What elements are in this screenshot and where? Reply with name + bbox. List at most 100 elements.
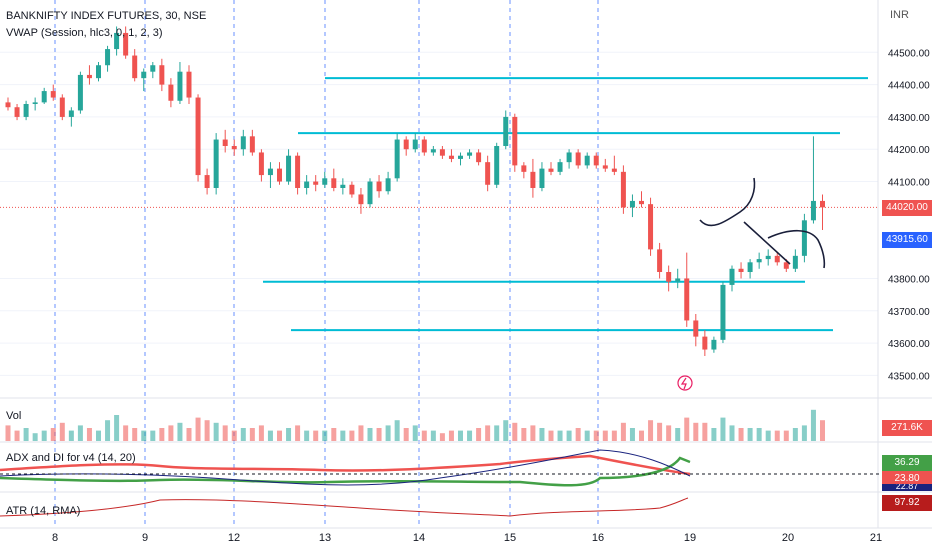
time-axis-label: 21	[870, 532, 882, 544]
candle-body	[159, 65, 165, 85]
candle-body	[584, 155, 590, 166]
volume-bar	[548, 430, 554, 441]
candle-body	[448, 155, 454, 159]
price-tick-label: 43500.00	[888, 371, 930, 382]
candle-body	[575, 152, 581, 166]
volume-bar	[50, 428, 56, 441]
volume-bar	[204, 420, 210, 441]
candle-body	[258, 152, 264, 176]
volume-bar	[530, 425, 536, 441]
volume-bar	[765, 430, 771, 441]
volume-bar	[711, 428, 717, 441]
candle-body	[340, 184, 346, 188]
candle-body	[593, 155, 599, 166]
candle-body	[467, 152, 473, 156]
candle-body	[485, 162, 491, 185]
price-tick-label: 44200.00	[888, 145, 930, 156]
volume-bar	[494, 425, 500, 441]
volume-bar	[231, 430, 237, 441]
candle-body	[548, 168, 554, 172]
candle-body	[801, 220, 807, 256]
candle-body	[810, 200, 816, 221]
candle-body	[313, 181, 319, 185]
volume-bar	[5, 425, 11, 441]
candle-body	[820, 200, 825, 208]
candle-body	[358, 194, 364, 205]
adx-value-bottom-tag: 23.80	[882, 471, 932, 487]
volume-bar	[693, 422, 699, 441]
adx-value-top-tag: 36.29	[882, 455, 932, 471]
volume-bar	[729, 425, 735, 441]
volume-bar	[801, 425, 807, 441]
volume-bar	[602, 430, 608, 441]
candle-body	[96, 65, 101, 79]
candle-body	[394, 139, 400, 179]
candle-body	[530, 171, 536, 188]
candle-body	[177, 71, 183, 101]
price-tick-label: 44400.00	[888, 81, 930, 92]
volume-pane-label: Vol	[6, 410, 22, 422]
candle-body	[702, 336, 708, 350]
candle-body	[322, 178, 328, 185]
volume-bar	[629, 428, 635, 441]
volume-bar	[376, 428, 382, 441]
price-tick-label: 43800.00	[888, 274, 930, 285]
candle-body	[494, 146, 500, 185]
candle-body	[611, 168, 617, 172]
volume-bar	[267, 430, 273, 441]
volume-bar	[59, 422, 65, 441]
volume-bar	[68, 430, 74, 441]
atr-pane-label[interactable]: ATR (14, RMA)	[6, 505, 81, 517]
candle-body	[738, 268, 744, 272]
volume-bar	[539, 428, 545, 441]
volume-bar	[756, 428, 762, 441]
candle-body	[150, 65, 156, 72]
volume-bar	[439, 433, 445, 441]
adx-di-minus-line	[0, 456, 691, 487]
candle-body	[602, 165, 608, 169]
volume-bar	[286, 428, 292, 441]
candle-body	[41, 91, 47, 103]
candle-body	[539, 168, 545, 188]
volume-bar	[467, 430, 473, 441]
candle-body	[566, 152, 572, 163]
volume-bar	[430, 430, 436, 441]
candle-body	[277, 168, 282, 182]
time-axis-label: 12	[228, 532, 240, 544]
volume-bar	[747, 428, 753, 441]
volume-bar	[566, 430, 572, 441]
volume-bar	[123, 425, 129, 441]
volume-bar	[159, 428, 165, 441]
volume-bar	[240, 428, 246, 441]
candle-body	[50, 91, 56, 98]
volume-bar	[783, 430, 789, 441]
lightning-icon	[680, 377, 687, 390]
volume-bar	[403, 428, 409, 441]
volume-bar	[458, 430, 463, 441]
freehand-drawing	[767, 229, 826, 269]
candle-body	[77, 74, 83, 111]
volume-bar	[258, 425, 264, 441]
time-axis-label: 9	[142, 532, 148, 544]
volume-bar	[186, 428, 192, 441]
volume-bar	[41, 430, 47, 441]
price-tick-label: 43700.00	[888, 307, 930, 318]
volume-bar	[575, 428, 581, 441]
atr-value-tag: 97.92	[882, 495, 932, 511]
adx-pane-label[interactable]: ADX and DI for v4 (14, 20)	[6, 452, 136, 464]
volume-bar	[14, 430, 20, 441]
volume-value-tag: 271.6K	[882, 420, 932, 436]
vwap-indicator-label[interactable]: VWAP (Session, hlc3, 0, 1, 2, 3)	[6, 27, 163, 39]
volume-bar	[77, 425, 83, 441]
adx-di-plus-line	[0, 454, 691, 476]
candle-body	[304, 181, 310, 188]
candle-body	[729, 268, 735, 285]
candle-body	[557, 162, 563, 172]
candle-body	[385, 178, 391, 192]
volume-bar	[557, 430, 563, 441]
time-axis-label: 19	[684, 532, 696, 544]
candle-body	[629, 200, 635, 208]
volume-bar	[657, 422, 663, 441]
time-axis-label: 20	[782, 532, 794, 544]
